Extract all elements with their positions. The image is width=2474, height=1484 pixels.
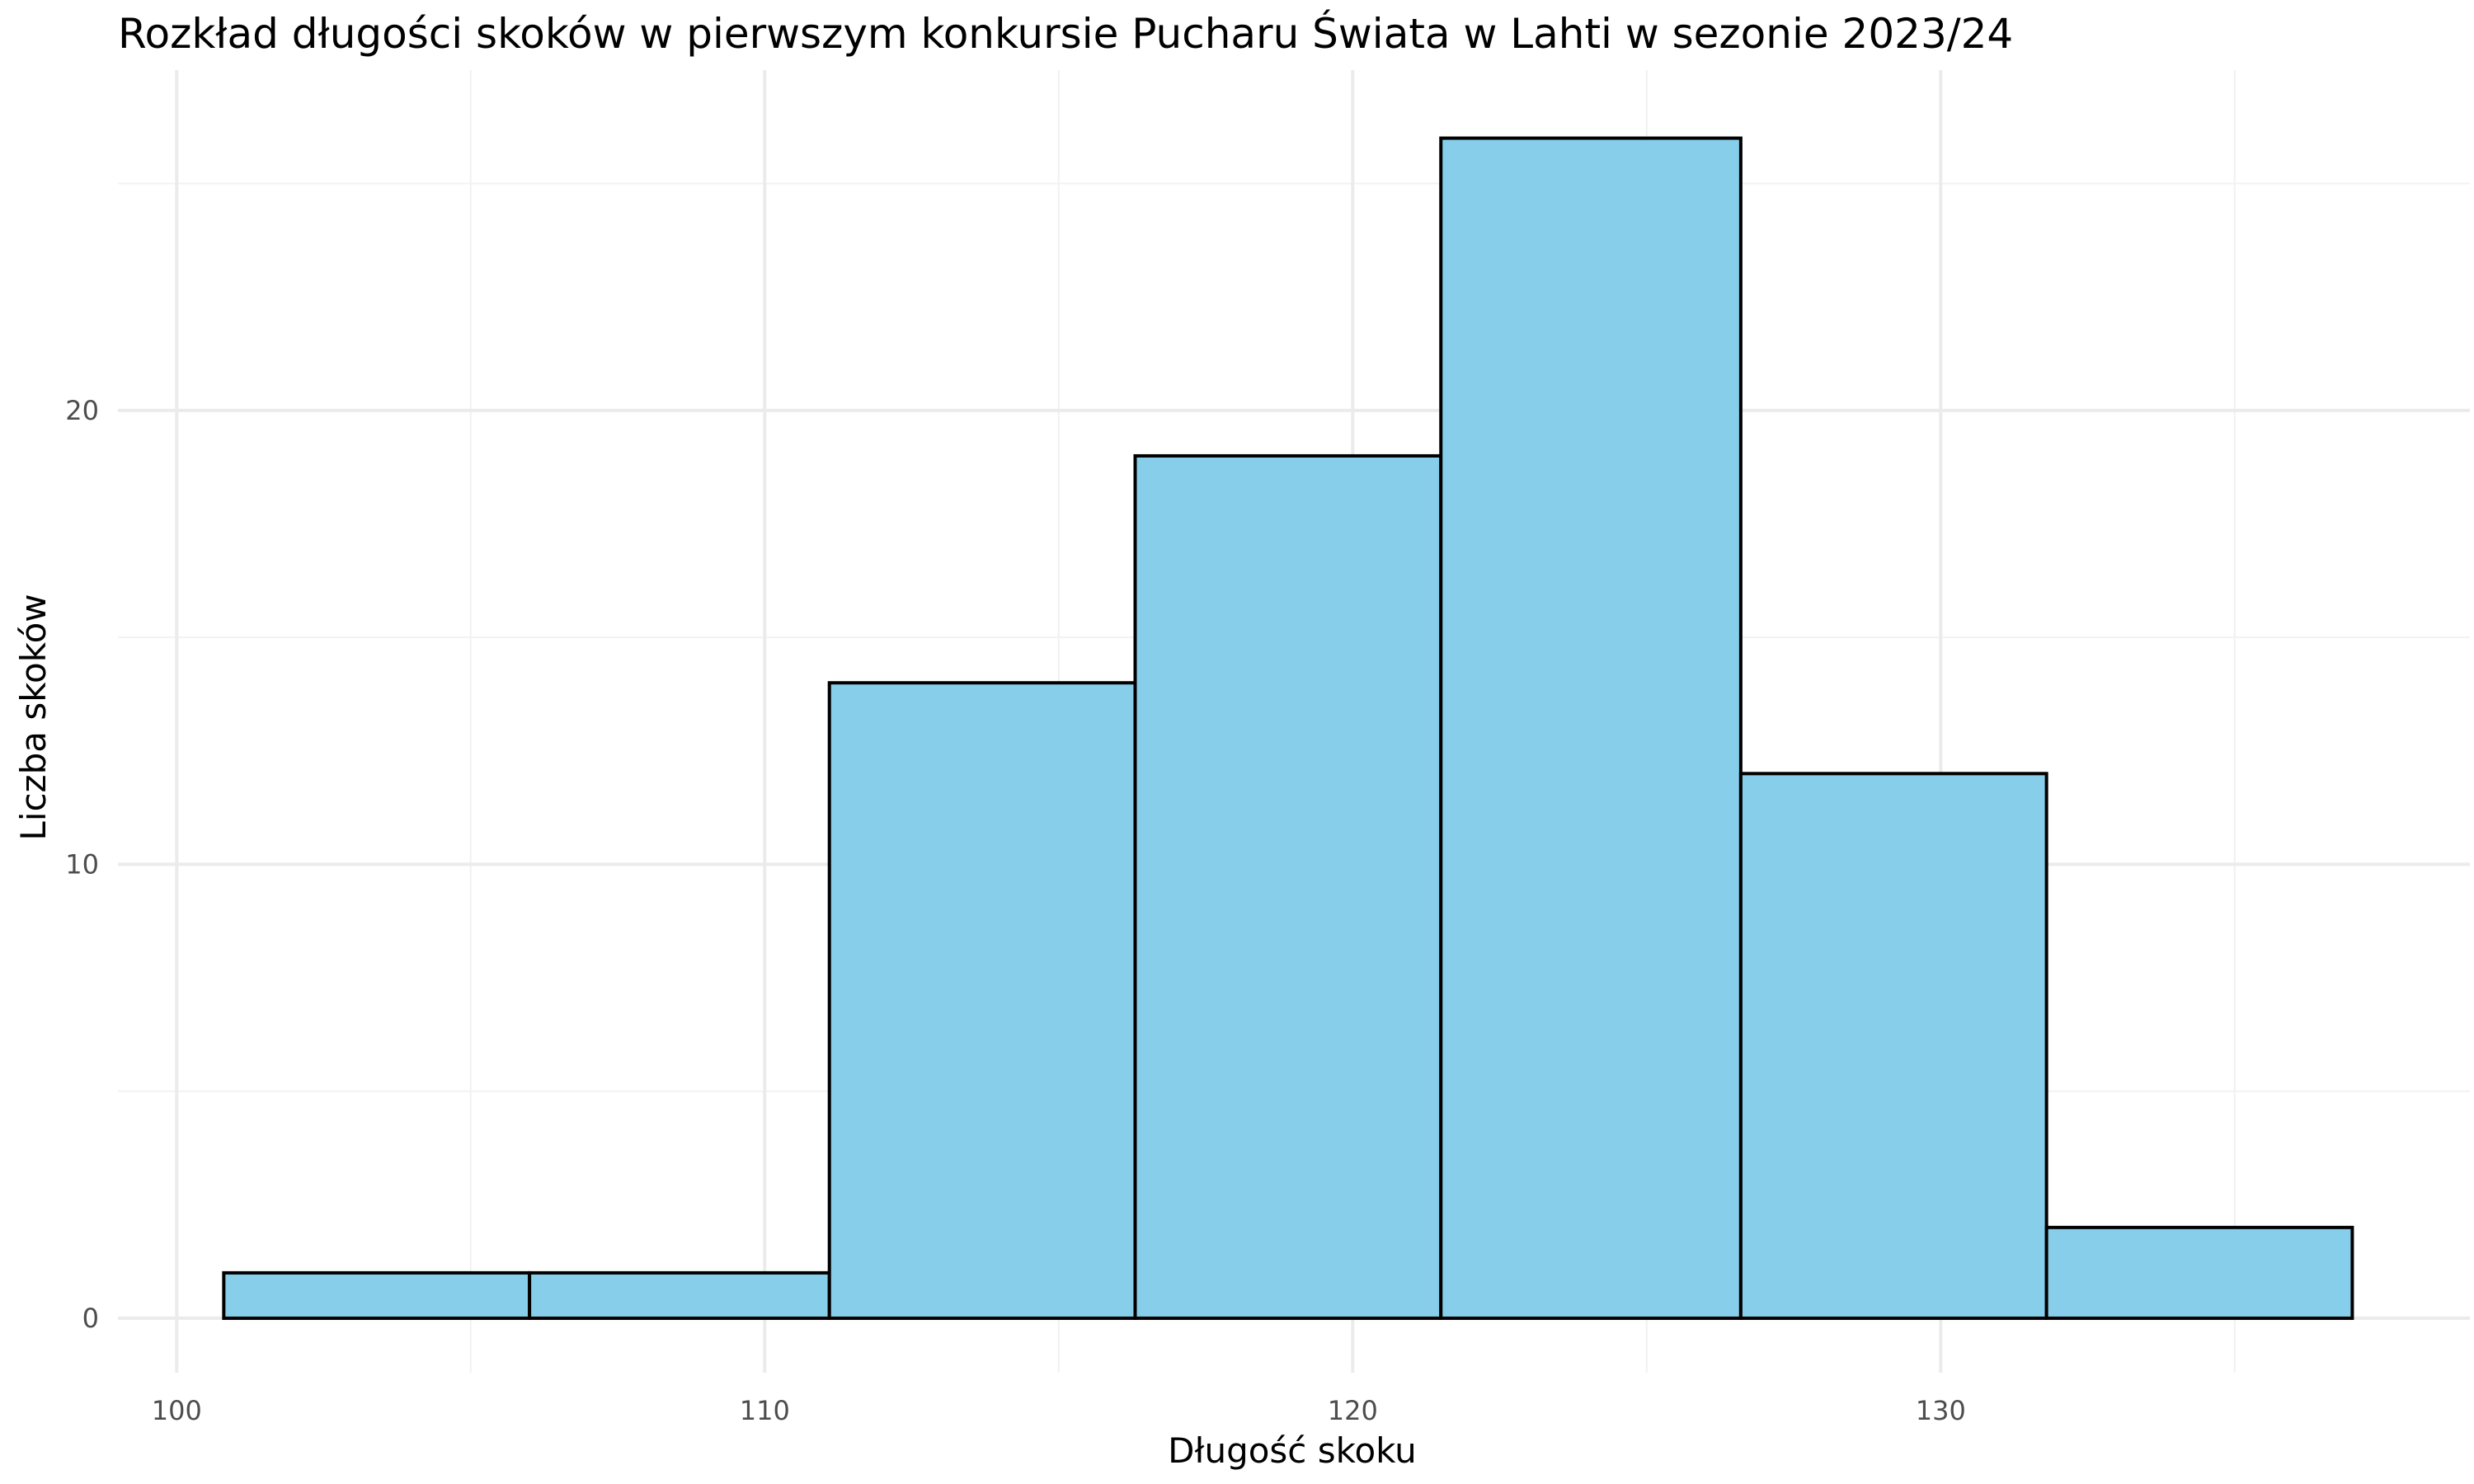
y-tick-label: 0 (82, 1303, 99, 1334)
histogram-bar (1738, 772, 2048, 1320)
y-tick-label: 20 (65, 395, 99, 426)
x-tick-label: 100 (152, 1395, 202, 1426)
histogram-bar (2044, 1225, 2354, 1320)
tick-labels: 100 110 120 130 0 10 20 (65, 395, 1966, 1426)
histogram-bar (528, 1270, 831, 1320)
x-tick-label: 120 (1328, 1395, 1378, 1426)
histogram-bar (827, 681, 1137, 1320)
histogram-bar (222, 1270, 532, 1320)
x-tick-label: 110 (740, 1395, 790, 1426)
x-axis-label: Długość skoku (1168, 1430, 1417, 1471)
histogram-bar (1439, 136, 1743, 1320)
histogram-bars (222, 136, 2354, 1320)
y-axis-label: Liczba skoków (13, 594, 54, 840)
y-tick-label: 10 (65, 848, 99, 880)
chart-title: Rozkład długości skoków w pierwszym konk… (118, 9, 2013, 58)
histogram-bar (1133, 453, 1443, 1320)
x-tick-label: 130 (1916, 1395, 1966, 1426)
